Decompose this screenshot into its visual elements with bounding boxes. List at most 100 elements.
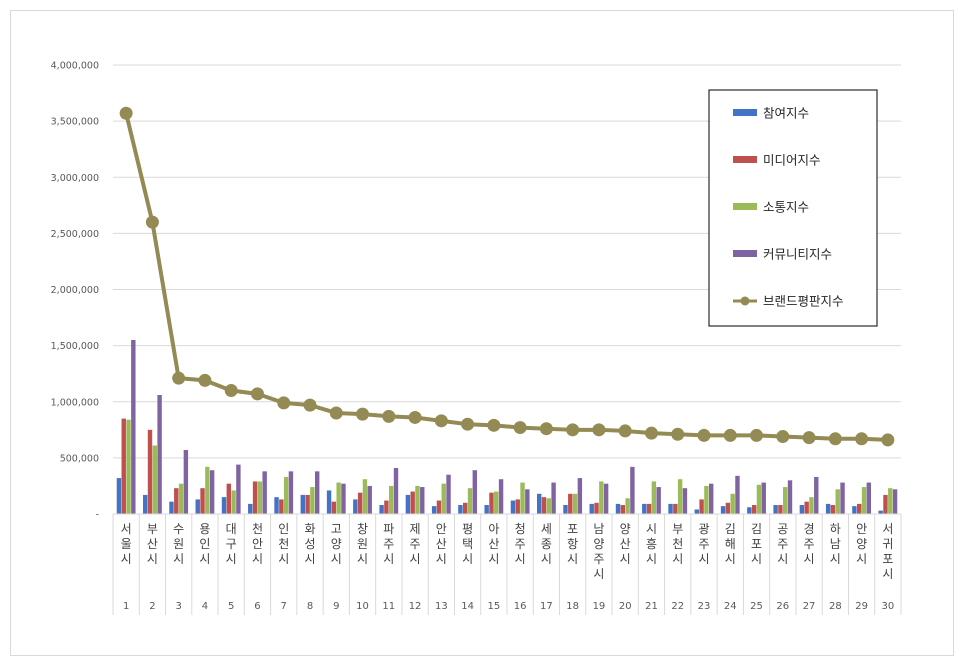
bar-1-20 — [615, 503, 621, 514]
line-point-22 — [671, 427, 685, 441]
bar-2-17 — [541, 497, 547, 514]
grid-lines — [113, 64, 901, 515]
x-rank-label: 24 — [724, 601, 737, 612]
bar-1-22 — [668, 503, 673, 514]
bar-2-13 — [436, 500, 442, 514]
bar-1-30 — [878, 510, 883, 514]
y-tick-label: - — [96, 510, 99, 521]
bar-2-6 — [252, 481, 258, 514]
bar-4-3 — [183, 450, 189, 514]
x-rank-label: 16 — [514, 601, 527, 612]
x-rank-label: 30 — [881, 601, 894, 612]
bar-2-10 — [357, 492, 363, 514]
bar-4-27 — [814, 476, 819, 514]
line-point-9 — [329, 406, 343, 420]
line-point-5 — [224, 384, 238, 398]
line-point-6 — [250, 387, 264, 401]
bar-4-8 — [315, 471, 320, 514]
bar-3-23 — [704, 485, 709, 514]
bar-4-13 — [446, 474, 451, 514]
bar-4-6 — [262, 471, 267, 514]
line-point-15 — [487, 418, 501, 432]
bar-2-18 — [568, 493, 573, 514]
x-rank-label: 25 — [750, 601, 763, 612]
bar-4-14 — [472, 470, 477, 514]
legend-label: 브랜드평판지수 — [763, 294, 844, 309]
x-rank-label: 6 — [254, 601, 260, 612]
line-point-8 — [303, 398, 317, 412]
bar-1-28 — [825, 503, 831, 514]
bar-4-4 — [209, 470, 215, 514]
bar-3-12 — [415, 485, 420, 514]
bar-3-16 — [520, 482, 525, 514]
x-rank-label: 21 — [645, 601, 658, 612]
line-point-27 — [802, 431, 816, 445]
line-point-25 — [750, 428, 764, 442]
x-rank-label: 3 — [175, 601, 181, 612]
bar-2-29 — [857, 503, 862, 514]
line-point-4 — [198, 373, 212, 387]
bar-4-23 — [709, 483, 714, 514]
x-rank-label: 18 — [566, 601, 579, 612]
x-rank-label: 29 — [855, 601, 868, 612]
bar-2-19 — [594, 502, 599, 514]
line-point-16 — [513, 421, 527, 435]
line-point-11 — [382, 409, 396, 423]
x-rank-label: 17 — [540, 601, 553, 612]
bar-3-4 — [205, 466, 210, 514]
bar-3-25 — [756, 484, 762, 514]
bar-3-24 — [730, 493, 735, 514]
bar-4-9 — [341, 483, 346, 514]
bar-3-19 — [599, 481, 604, 514]
x-rank-label: 2 — [149, 601, 155, 612]
legend-label: 미디어지수 — [763, 153, 821, 168]
chart-svg: - 500,000 1,000,000 1,500,000 2,000,000 2,500… — [51, 61, 902, 615]
line-point-23 — [697, 428, 711, 442]
bar-2-7 — [279, 499, 284, 514]
line-point-12 — [408, 410, 422, 424]
bar-4-28 — [840, 482, 845, 514]
bar-2-22 — [673, 503, 678, 514]
bar-3-26 — [783, 487, 788, 514]
x-rank-label: 26 — [776, 601, 789, 612]
bar-3-10 — [362, 479, 368, 514]
bar-4-24 — [735, 475, 740, 514]
bar-2-27 — [804, 501, 809, 514]
legend-swatch — [733, 156, 757, 163]
bar-2-20 — [620, 505, 625, 514]
bar-3-3 — [178, 483, 184, 514]
legend-swatch-marker — [740, 296, 750, 306]
x-rank-label: 8 — [307, 601, 313, 612]
bar-2-4 — [200, 488, 205, 514]
bar-3-11 — [389, 485, 394, 514]
bar-3-6 — [257, 481, 263, 514]
line-point-1 — [119, 106, 133, 120]
bar-1-17 — [537, 493, 542, 514]
bar-1-7 — [274, 497, 279, 514]
y-tick-label: 1,500,000 — [51, 341, 99, 352]
bar-4-19 — [603, 483, 609, 514]
bar-4-15 — [498, 479, 504, 514]
legend-label: 소통지수 — [763, 200, 809, 215]
line-point-19 — [592, 423, 606, 437]
y-tick-label: 3,000,000 — [51, 173, 99, 184]
y-tick-label: 2,000,000 — [51, 285, 99, 296]
line-point-13 — [434, 414, 448, 428]
legend-label: 커뮤니티지수 — [763, 247, 832, 262]
x-rank-label: 10 — [356, 601, 369, 612]
bar-3-30 — [888, 488, 893, 514]
x-rank-label: 5 — [228, 601, 234, 612]
bar-3-20 — [625, 498, 630, 514]
bar-4-26 — [787, 480, 793, 514]
